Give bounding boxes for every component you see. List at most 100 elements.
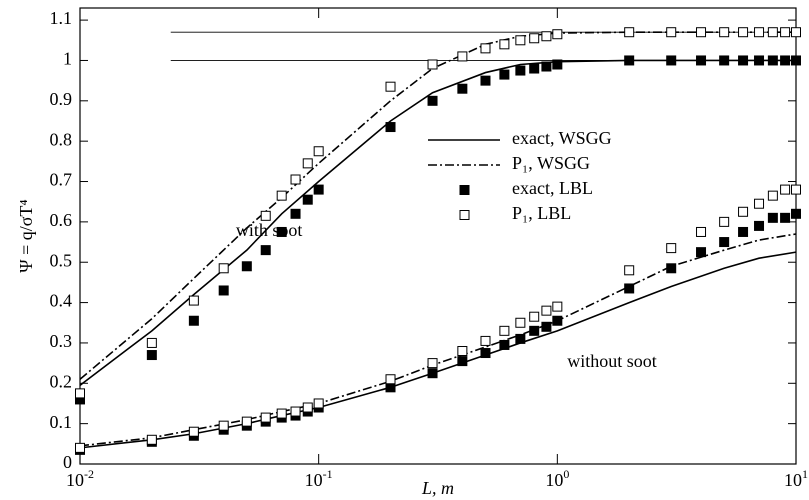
marker [666, 55, 677, 66]
marker [260, 245, 271, 256]
marker [302, 158, 313, 169]
y-tick-label: 0.5 [50, 250, 73, 270]
marker [146, 434, 157, 445]
marker [427, 368, 438, 379]
marker [457, 51, 468, 62]
marker [146, 350, 157, 361]
marker [457, 346, 468, 357]
x-tick-base: 10 [784, 470, 802, 490]
curve [79, 233, 797, 447]
marker [499, 325, 510, 336]
marker [188, 295, 199, 306]
marker [719, 55, 730, 66]
marker [241, 261, 252, 272]
marker [541, 61, 552, 72]
x-tick-label: 100 [545, 467, 569, 490]
marker [738, 27, 749, 38]
marker [719, 237, 730, 248]
marker [480, 75, 491, 86]
marker [719, 27, 730, 38]
marker [146, 337, 157, 348]
marker [515, 35, 526, 46]
marker [302, 194, 313, 205]
x-axis-label: L, m [421, 478, 454, 498]
x-tick-label: 101 [784, 467, 808, 490]
x-tick-base: 10 [66, 470, 84, 490]
marker [529, 325, 540, 336]
annotation: with soot [236, 220, 303, 240]
x-tick-base: 10 [545, 470, 563, 490]
marker [218, 420, 229, 431]
marker [75, 388, 85, 399]
marker [624, 55, 635, 66]
marker [780, 27, 791, 38]
marker [515, 65, 526, 76]
marker [666, 27, 677, 38]
y-tick-label: 0 [63, 452, 72, 472]
marker [218, 263, 229, 274]
marker [696, 55, 707, 66]
marker [427, 358, 438, 369]
marker [480, 335, 491, 346]
plot-frame [79, 7, 797, 465]
marker [552, 315, 563, 326]
marker [552, 301, 563, 312]
marker [754, 27, 765, 38]
marker [75, 442, 85, 453]
curve [79, 31, 796, 380]
marker [738, 206, 749, 217]
marker [791, 55, 801, 66]
marker [427, 95, 438, 106]
marker [791, 184, 801, 195]
legend-marker [459, 210, 470, 220]
marker [276, 226, 287, 237]
marker [188, 426, 199, 437]
legend-label: P₁, LBL [512, 203, 571, 223]
y-tick-label: 0.9 [50, 89, 73, 109]
marker [260, 412, 271, 423]
marker [754, 220, 765, 231]
marker [767, 27, 778, 38]
y-tick-label: 0.1 [50, 412, 73, 432]
marker [780, 212, 791, 223]
x-tick-label: 10-2 [66, 467, 94, 490]
marker [457, 356, 468, 367]
marker [385, 122, 396, 133]
x-tick-base: 10 [305, 470, 323, 490]
marker [780, 184, 791, 195]
marker [499, 339, 510, 350]
y-tick-label: 0.3 [50, 331, 73, 351]
marker [529, 311, 540, 322]
x-tick-exponent: 0 [563, 467, 569, 481]
y-tick-label: 1 [63, 49, 72, 69]
marker [529, 63, 540, 74]
marker [499, 69, 510, 80]
marker [480, 43, 491, 54]
legend-marker [459, 185, 470, 195]
marker [666, 243, 677, 254]
marker [754, 198, 765, 209]
marker [696, 226, 707, 237]
marker [302, 402, 313, 413]
marker [313, 146, 324, 157]
y-tick-label: 0.7 [50, 170, 73, 190]
y-tick-label: 1.1 [50, 8, 73, 28]
y-tick-label: 0.6 [50, 210, 73, 230]
marker [260, 210, 271, 221]
marker [541, 31, 552, 42]
y-axis-label: Ψ = q/σT⁴ [16, 199, 36, 272]
y-tick-label: 0.8 [50, 129, 73, 149]
marker [385, 81, 396, 92]
marker [754, 55, 765, 66]
marker [666, 263, 677, 274]
marker [624, 283, 635, 294]
marker [767, 190, 778, 201]
marker [515, 333, 526, 344]
marker [290, 174, 301, 185]
marker [313, 184, 324, 195]
marker [624, 27, 635, 38]
marker [696, 247, 707, 258]
marker [276, 190, 287, 201]
marker [791, 208, 801, 219]
